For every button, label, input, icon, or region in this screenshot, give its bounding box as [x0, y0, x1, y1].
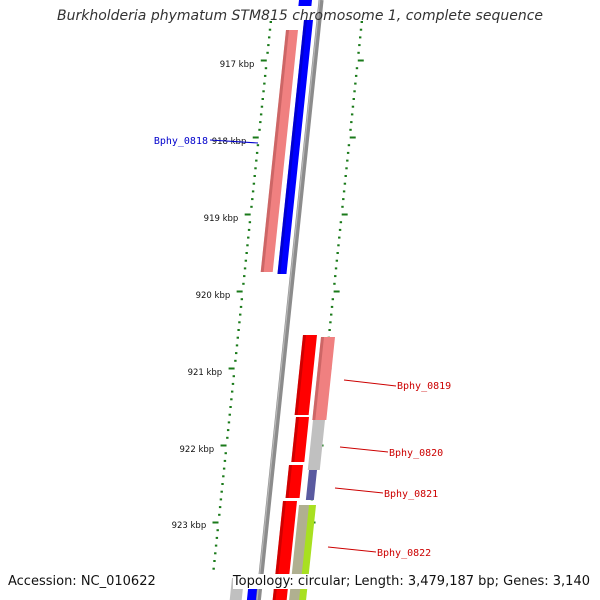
scale-labels: 917 kbp 918 kbp 919 kbp 920 kbp 921 kbp 922 k…	[172, 60, 255, 531]
scale-label: 919 kbp	[204, 214, 239, 224]
scale-label: 920 kbp	[196, 291, 231, 301]
gene-label-bphy_0819: Bphy_0819	[397, 381, 451, 392]
cds-pink-forward-edge	[260, 30, 289, 272]
cds-pink-reverse	[312, 337, 335, 420]
scale-label: 917 kbp	[220, 60, 255, 70]
scale-label: 922 kbp	[180, 445, 215, 455]
gene-leader-line	[339, 446, 389, 453]
cds-blue-forward-edge	[277, 20, 307, 274]
backbone-highlight	[256, 0, 321, 600]
feature-tracks	[229, 0, 335, 600]
chromosome-backbone	[255, 0, 324, 600]
gene-label-bphy_0820: Bphy_0820	[389, 448, 443, 459]
map-title: Burkholderia phymatum STM815 chromosome …	[56, 8, 543, 24]
scale-label: 918 kbp	[212, 137, 247, 147]
cds-red-a	[294, 335, 317, 415]
outer-scale-ticks	[212, 21, 272, 570]
cds-red-b-edge	[291, 417, 299, 462]
cds-blue-top-cap	[298, 0, 312, 6]
scale-label: 923 kbp	[172, 521, 207, 531]
gene-leader-line	[343, 379, 397, 387]
gene-leader-line	[209, 139, 259, 144]
gene-label-bphy_0818: Bphy_0818	[154, 136, 208, 147]
gene-leader-line	[327, 546, 377, 553]
gene-labels: Bphy_0818 Bphy_0819 Bphy_0820 Bphy_0821 Bphy…	[154, 136, 451, 559]
scale-label: 921 kbp	[188, 368, 223, 378]
cds-grey	[307, 420, 325, 470]
cds-pink-forward	[260, 30, 298, 272]
cds-red-a-edge	[294, 335, 306, 415]
gene-label-bphy_0821: Bphy_0821	[384, 489, 438, 500]
accession-text: Accession: NC_010622	[8, 574, 156, 589]
cds-red-c-edge	[285, 465, 292, 498]
gene-label-bphy_0822: Bphy_0822	[377, 548, 431, 559]
backbone-line	[255, 0, 324, 600]
cds-pink-reverse-edge	[312, 337, 324, 420]
cds-slate	[305, 470, 317, 500]
topology-summary: Topology: circular; Length: 3,479,187 bp…	[232, 574, 590, 589]
gene-leader-line	[334, 487, 384, 494]
